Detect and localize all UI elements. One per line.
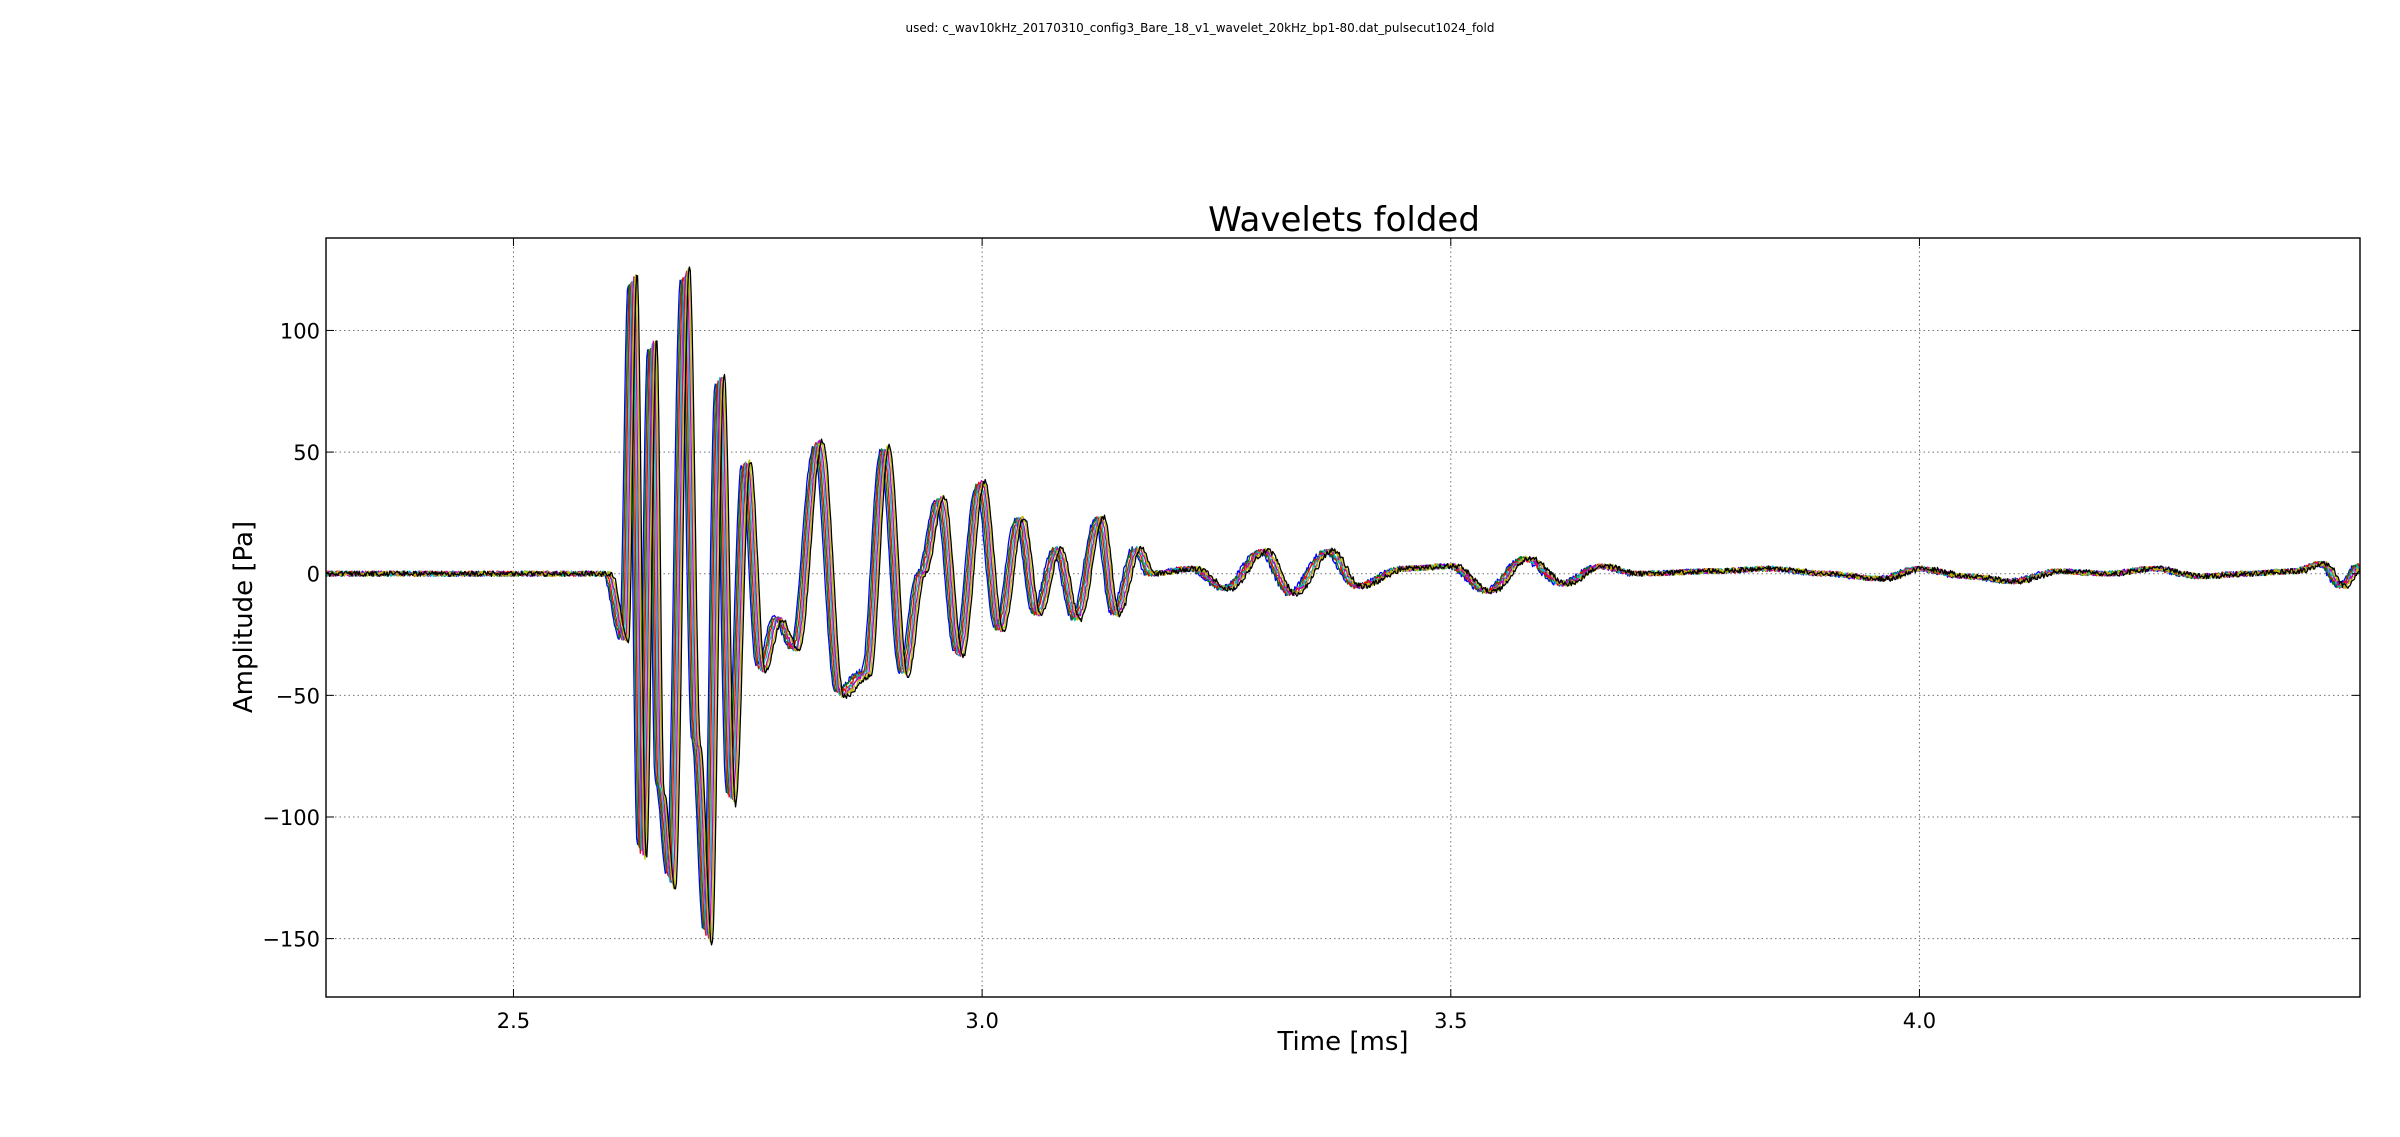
y-tick-label: −150 [262, 928, 320, 952]
y-tick-label: 100 [280, 319, 320, 343]
x-axis-label: Time [ms] [1276, 1027, 1408, 1057]
x-tick-label: 3.5 [1434, 1009, 1467, 1033]
wavelet-trace [326, 268, 2360, 943]
y-tick-label: −50 [276, 684, 320, 708]
series-group [326, 266, 2360, 946]
plot-frame [325, 237, 2361, 998]
y-tick-label: 50 [293, 441, 320, 465]
x-tick-label: 3.0 [965, 1009, 998, 1033]
y-axis-label: Amplitude [Pa] [229, 521, 259, 713]
y-tick-label: −100 [262, 806, 320, 830]
wavelet-trace [326, 266, 2360, 946]
x-tick-label: 2.5 [497, 1009, 530, 1033]
x-tick-label: 4.0 [1903, 1009, 1936, 1033]
chart-title: Wavelets folded [1208, 200, 1480, 240]
plot-area [326, 266, 2360, 946]
axis-ticks: 2.5 3.0 3.5 4.0 100 50 0 −50 −100 −150 [262, 238, 2360, 1033]
figure-suptitle: used: c_wav10kHz_20170310_config3_Bare_1… [906, 21, 1495, 35]
y-tick-label: 0 [307, 563, 320, 587]
